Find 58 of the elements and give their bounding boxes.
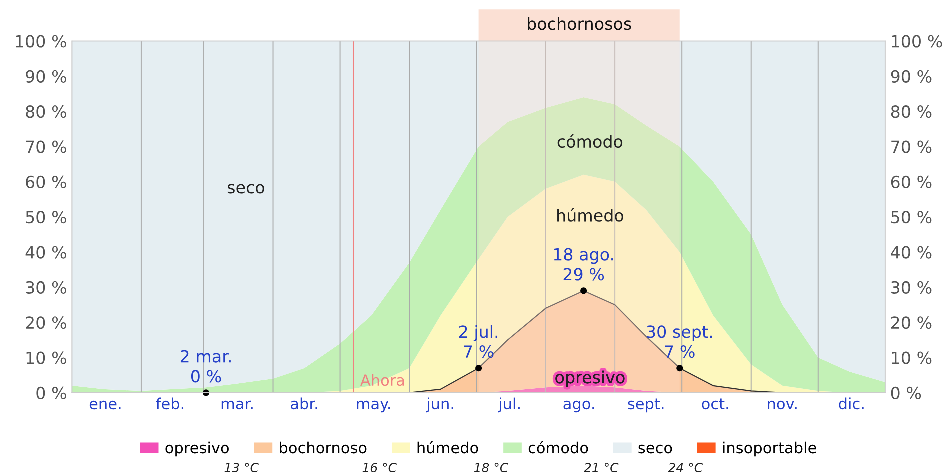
y2-tick-label: 70 %: [892, 140, 932, 154]
x-tick-label: oct.: [702, 398, 728, 410]
y2-tick-label: 0 %: [891, 386, 922, 400]
annotation: 2 jul. 7 %: [460, 325, 498, 358]
x-tick-label: ene.: [90, 400, 121, 410]
text: 13 °C: [224, 463, 259, 473]
y2-tick-label: 50 %: [892, 211, 932, 224]
x-tick-label: dic.: [839, 398, 864, 410]
y-tick-label: 100 %: [16, 35, 66, 48]
x-tick-label: may.: [357, 400, 390, 413]
y-tick-label: 60 %: [26, 176, 66, 188]
y2-tick-label: 100 %: [892, 35, 942, 48]
point: [676, 365, 684, 372]
legend-label: cómodo: [528, 441, 588, 454]
y2-tick-label: 30 %: [892, 281, 932, 294]
band-label: bochornosos: [528, 17, 632, 30]
text: 16 °C: [362, 463, 397, 473]
legend-label: opresivo: [166, 442, 229, 457]
x-tick-label: nov.: [768, 400, 797, 410]
x-tick-label: abr.: [291, 398, 318, 410]
x-tick-label: jun.: [426, 398, 454, 413]
y-tick-label: 20 %: [26, 316, 66, 330]
point: [580, 288, 588, 294]
y2-tick-label: 80 %: [891, 106, 932, 118]
legend-label: insoportable: [723, 442, 816, 457]
legend-label: seco: [638, 444, 672, 454]
annotation: seco: [228, 184, 264, 194]
y2-tick-label: 90 %: [891, 70, 932, 83]
text: 18 °C: [474, 463, 509, 473]
y-tick-label: 30 %: [26, 281, 66, 294]
text: 21 °C: [584, 463, 619, 473]
x-tick-label: feb.: [156, 398, 184, 410]
y2-tick-label: 40 %: [891, 246, 932, 259]
x-tick-label: sept.: [628, 398, 664, 413]
annotation: 2 mar. 0 %: [180, 350, 231, 383]
annotation: 18 ago. 29 %: [554, 248, 614, 281]
text: 24 °C: [668, 463, 704, 473]
annotation: cómodo: [558, 134, 623, 148]
y2-tick-label: 20 %: [891, 316, 932, 330]
legend-label: húmedo: [418, 441, 478, 454]
x-tick-label: jul.: [498, 398, 520, 413]
y-tick-label: 40 %: [26, 246, 66, 259]
x-tick-label: mar.: [222, 400, 253, 410]
y-tick-label: 0 %: [36, 386, 66, 400]
y-tick-label: 80 %: [26, 106, 66, 118]
annotation: opresivo: [556, 370, 625, 387]
y-tick-label: 70 %: [26, 140, 66, 154]
y-tick-label: 90 %: [26, 70, 66, 83]
y-tick-label: 50 %: [26, 211, 66, 224]
x-tick-label: ago.: [564, 400, 594, 413]
y-tick-label: 10 %: [26, 352, 66, 364]
y2-tick-label: 60 %: [891, 176, 932, 188]
y2-tick-label: 10 %: [892, 352, 932, 364]
point: [476, 365, 482, 372]
annotation: 30 sept. 7 %: [647, 326, 712, 358]
legend-label: bochornoso: [280, 442, 367, 454]
annotation: húmedo: [558, 208, 624, 222]
ref-line-label: Ahora: [360, 374, 404, 386]
